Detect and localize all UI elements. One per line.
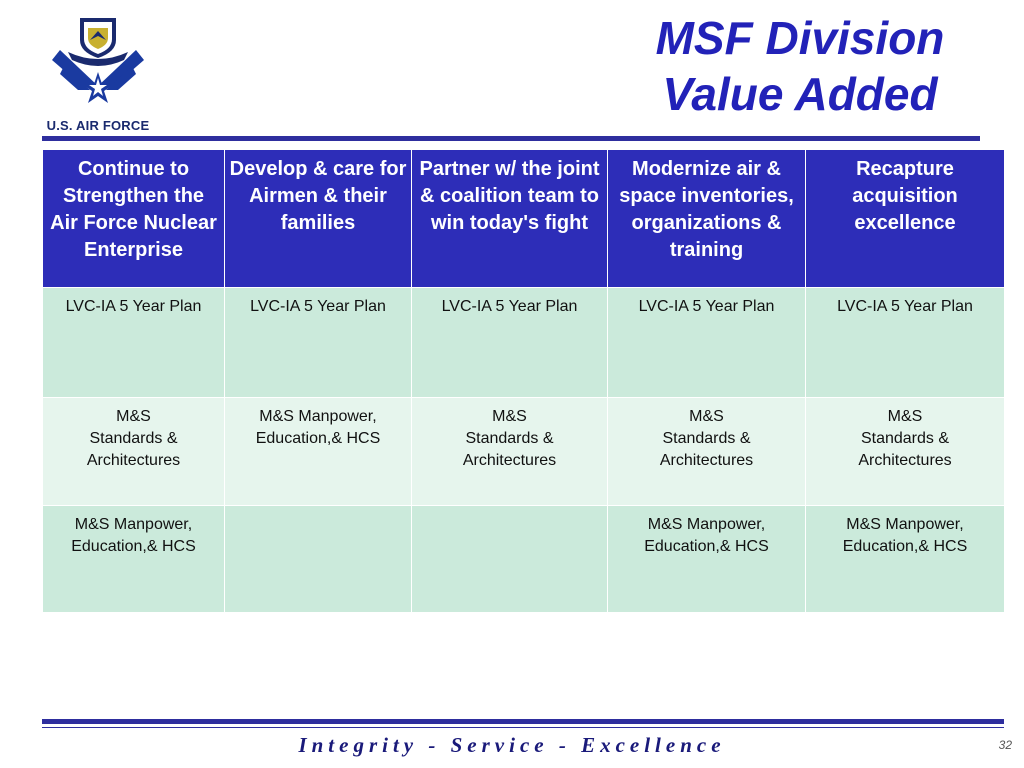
cell-text: M&S Manpower, [259, 408, 377, 425]
cell-text: M&S Manpower, [846, 516, 964, 533]
cell-text: M&S Manpower, [647, 516, 766, 533]
table-cell: M&S Manpower, Education,& HCS [224, 397, 412, 506]
air-force-wordmark: U.S. AIR FORCE [46, 118, 150, 133]
table-cell: LVC-IA 5 Year Plan [411, 287, 608, 398]
table-cell: LVC-IA 5 Year Plan [805, 287, 1005, 398]
cell-text: Standards & [860, 430, 950, 447]
footer-motto: Integrity - Service - Excellence [298, 733, 726, 757]
table-cell: M&S Manpower, Education,& HCS [805, 505, 1005, 613]
cell-text: Education,& HCS [644, 538, 769, 555]
table-cell [411, 505, 608, 613]
table-cell: M&S Standards & Architectures [411, 397, 608, 506]
table-header-row: Continue to Strengthen the Air Force Nuc… [42, 149, 1005, 288]
cell-text: LVC-IA 5 Year Plan [638, 298, 775, 315]
table-row: LVC-IA 5 Year Plan LVC-IA 5 Year Plan LVC-… [42, 287, 1005, 398]
cell-text: M&S [887, 408, 923, 425]
cell-text: LVC-IA 5 Year Plan [65, 298, 202, 315]
header-cell: Continue to Strengthen the Air Force Nuc… [42, 149, 225, 288]
cell-text: Architectures [462, 452, 557, 469]
cell-text: M&S [492, 408, 527, 425]
table-cell: LVC-IA 5 Year Plan [607, 287, 806, 398]
table-row: M&S Standards & Architectures M&S Manpower,… [42, 397, 1005, 506]
table-cell: LVC-IA 5 Year Plan [224, 287, 412, 398]
cell-text: Standards & [465, 430, 554, 447]
cell-text: Standards & [662, 430, 751, 447]
table-cell: M&S Standards & Architectures [42, 397, 225, 506]
table-cell: M&S Standards & Architectures [607, 397, 806, 506]
title-line-2: Value Added [662, 68, 938, 120]
cell-text: M&S [689, 408, 724, 425]
cell-text: LVC-IA 5 Year Plan [837, 298, 973, 315]
top-divider [42, 136, 980, 141]
header-cell: Develop & care for Airmen & their famili… [224, 149, 412, 288]
value-added-table: Continue to Strengthen the Air Force Nuc… [42, 149, 1005, 613]
cell-text: LVC-IA 5 Year Plan [441, 298, 578, 315]
table-cell: M&S Manpower, Education,& HCS [607, 505, 806, 613]
table-row: M&S Manpower, Education,& HCS M&S Manpower… [42, 505, 1005, 613]
table-cell: M&S Manpower, Education,& HCS [42, 505, 225, 613]
header-cell: Partner w/ the joint & coalition team to… [411, 149, 608, 288]
header-cell: Recapture acquisition excellence [805, 149, 1005, 288]
table-cell [224, 505, 412, 613]
cell-text: M&S [116, 408, 151, 425]
cell-text: Architectures [858, 452, 952, 469]
header-cell: Modernize air & space inventories, organ… [607, 149, 806, 288]
table-cell: M&S Standards & Architectures [805, 397, 1005, 506]
page-number: 32 [998, 738, 1012, 752]
bottom-divider-thin [42, 727, 1004, 728]
page-title: MSF Division Value Added [600, 10, 1000, 122]
cell-text: Architectures [659, 452, 754, 469]
bottom-divider [42, 719, 1004, 724]
title-line-1: MSF Division [655, 12, 945, 64]
cell-text: LVC-IA 5 Year Plan [250, 298, 386, 315]
cell-text: Education,& HCS [71, 538, 196, 555]
cell-text: Standards & [89, 430, 178, 447]
cell-text: M&S Manpower, [74, 516, 193, 533]
air-force-wings-icon [52, 18, 144, 103]
table-cell: LVC-IA 5 Year Plan [42, 287, 225, 398]
air-force-logo: U.S. AIR FORCE [38, 14, 158, 134]
cell-text: Education,& HCS [255, 430, 381, 447]
cell-text: Education,& HCS [842, 538, 968, 555]
cell-text: Architectures [86, 452, 181, 469]
